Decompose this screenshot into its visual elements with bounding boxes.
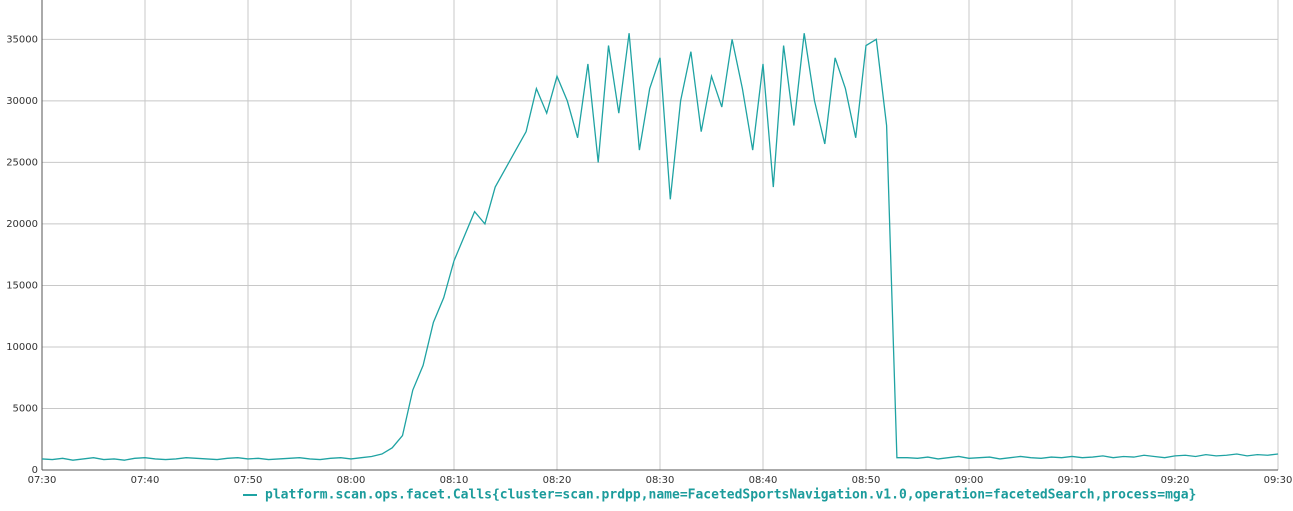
x-tick-label: 08:30	[646, 475, 675, 486]
y-tick-label: 5000	[13, 403, 38, 414]
legend-label: platform.scan.ops.facet.Calls{cluster=sc…	[265, 488, 1196, 503]
x-tick-label: 08:50	[852, 475, 881, 486]
x-tick-label: 07:50	[234, 475, 263, 486]
x-tick-label: 09:20	[1161, 475, 1190, 486]
x-tick-label: 09:00	[955, 475, 984, 486]
x-tick-label: 08:00	[337, 475, 366, 486]
x-tick-label: 09:30	[1264, 475, 1293, 486]
x-tick-label: 08:20	[543, 475, 572, 486]
x-tick-label: 07:30	[28, 475, 57, 486]
y-tick-label: 20000	[6, 219, 38, 230]
y-tick-label: 0	[32, 465, 38, 476]
y-tick-label: 10000	[6, 342, 38, 353]
x-tick-label: 09:10	[1058, 475, 1087, 486]
y-tick-label: 30000	[6, 96, 38, 107]
x-tick-label: 08:10	[440, 475, 469, 486]
x-tick-label: 08:40	[749, 475, 778, 486]
data-line	[41, 33, 1279, 461]
y-tick-label: 15000	[6, 280, 38, 291]
y-tick-label: 35000	[6, 34, 38, 45]
x-tick-label: 07:40	[131, 475, 160, 486]
y-tick-label: 25000	[6, 157, 38, 168]
